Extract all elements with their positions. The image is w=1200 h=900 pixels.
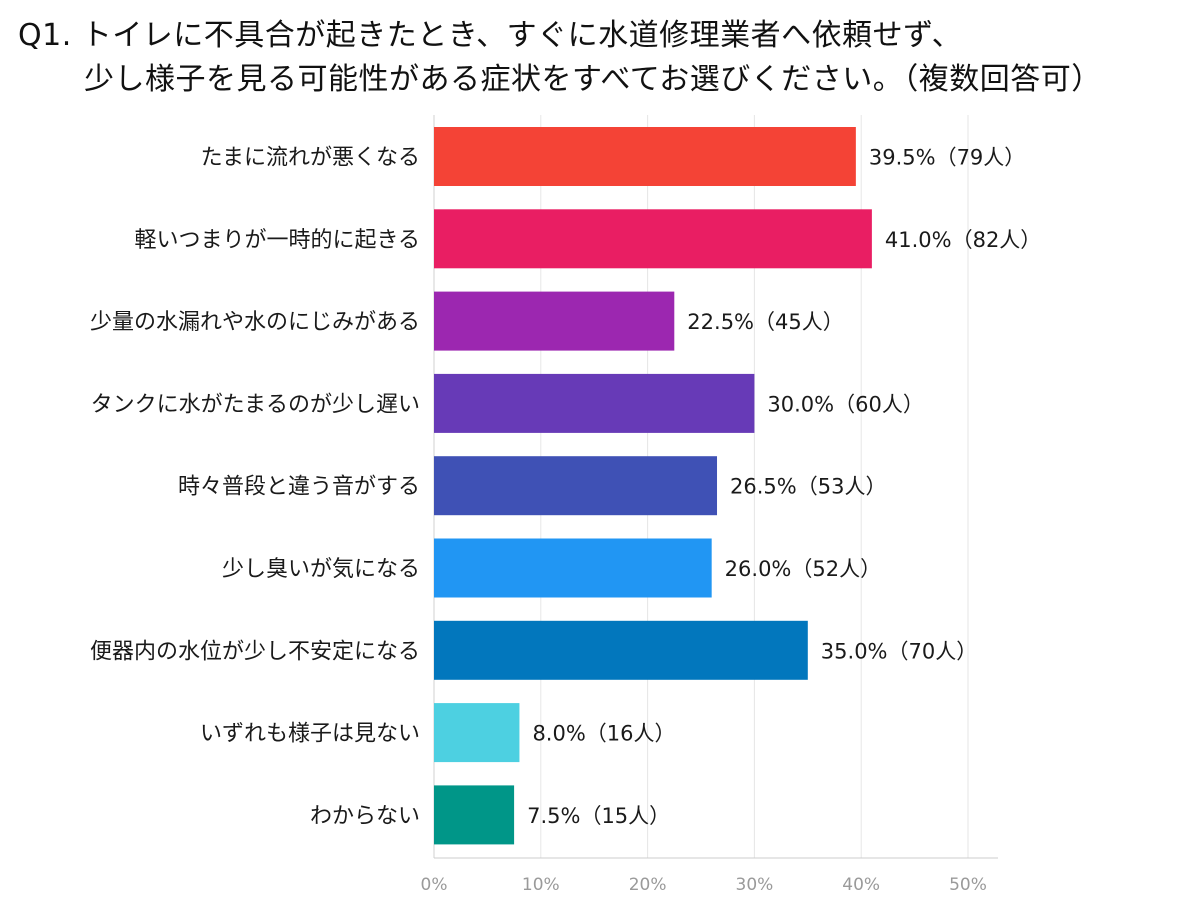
chart-title-line-2: 少し様子を見る可能性がある症状をすべてお選びください。（複数回答可） [84, 62, 1102, 97]
bar [434, 785, 515, 845]
data-label: 26.0%（52人） [725, 557, 881, 581]
bar [434, 127, 856, 186]
category-label: 少し臭いが気になる [222, 557, 420, 582]
category-label: タンクに水がたまるのが少し遅い [91, 392, 420, 417]
data-labels: 39.5%（79人） 41.0%（82人） 22.5%（45人） 30.0%（60人）… [527, 146, 1041, 828]
category-label: わからない [310, 804, 420, 829]
data-label: 41.0%（82人） [885, 228, 1041, 252]
data-label: 35.0%（70人） [821, 639, 977, 663]
x-tick-label: 40% [842, 875, 880, 895]
x-tick-label: 50% [949, 875, 987, 895]
data-label: 30.0%（60人） [767, 392, 923, 416]
x-tick-label: 0% [421, 875, 448, 895]
bars [434, 127, 872, 845]
category-labels: たまに流れが悪くなる軽いつまりが一時的に起きる少量の水漏れや水のにじみがあるタン… [90, 146, 420, 829]
x-tick-label: 30% [736, 875, 774, 895]
bar [434, 209, 872, 269]
chart-title: Q1. トイレに不具合が起きたとき、すぐに水道修理業者へ依頼せず、 少し様子を見… [18, 14, 1188, 102]
data-label: 22.5%（45人） [687, 310, 843, 334]
category-label: 時々普段と違う音がする [178, 475, 420, 500]
bar [434, 538, 712, 598]
data-label: 8.0%（16人） [532, 722, 675, 746]
data-label: 7.5%（15人） [527, 804, 670, 828]
data-label: 26.5%（53人） [730, 475, 886, 499]
category-label: 軽いつまりが一時的に起きる [134, 228, 420, 253]
data-label: 39.5%（79人） [869, 146, 1025, 170]
x-axis-ticks: 0% 10% 20% 30% 40% 50% [421, 875, 987, 895]
bar [434, 703, 520, 763]
category-label: 少量の水漏れや水のにじみがある [90, 310, 420, 335]
category-label: たまに流れが悪くなる [201, 146, 420, 171]
bar [434, 620, 808, 680]
chart-title-line-1: Q1. トイレに不具合が起きたとき、すぐに水道修理業者へ依頼せず、 [18, 18, 963, 53]
bar [434, 373, 755, 433]
bar [434, 456, 718, 516]
category-label: 便器内の水位が少し不安定になる [90, 639, 420, 664]
x-tick-label: 10% [522, 875, 560, 895]
bar [434, 291, 675, 351]
category-label: いずれも様子は見ない [200, 722, 420, 747]
x-tick-label: 20% [629, 875, 667, 895]
